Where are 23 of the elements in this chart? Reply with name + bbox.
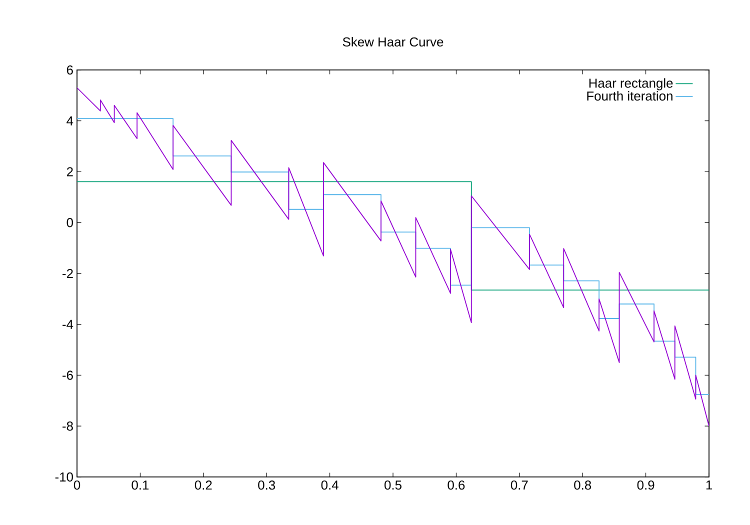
y-tick-label: 2 — [66, 167, 73, 176]
x-tick-label: 0.8 — [574, 480, 592, 490]
y-tick-label: -10 — [55, 472, 73, 482]
y-tick-label: -6 — [62, 370, 73, 380]
y-tick-label: -2 — [62, 268, 73, 278]
x-tick-label: 0.9 — [637, 480, 654, 490]
y-tick-label: -8 — [62, 422, 73, 431]
y-tick-label: -4 — [62, 320, 74, 329]
y-tick-label: 4 — [66, 116, 74, 126]
x-tick-label: 0.5 — [384, 480, 402, 490]
x-tick-label: 0.2 — [194, 480, 212, 490]
x-tick-label: 0.6 — [448, 480, 465, 490]
legend-label: Haar rectangle — [589, 78, 673, 90]
chart-title: Skew Haar Curve — [342, 37, 444, 47]
x-tick-label: 0.3 — [258, 480, 276, 490]
legend-label: Fourth iteration — [587, 91, 672, 101]
x-tick-label: 0 — [74, 480, 80, 490]
x-tick-label: 0.1 — [132, 480, 149, 490]
x-tick-label: 1 — [706, 480, 712, 490]
x-tick-label: 0.7 — [510, 480, 528, 490]
y-tick-label: 6 — [66, 65, 73, 75]
y-tick-label: 0 — [66, 218, 73, 228]
x-tick-label: 0.4 — [321, 480, 338, 490]
